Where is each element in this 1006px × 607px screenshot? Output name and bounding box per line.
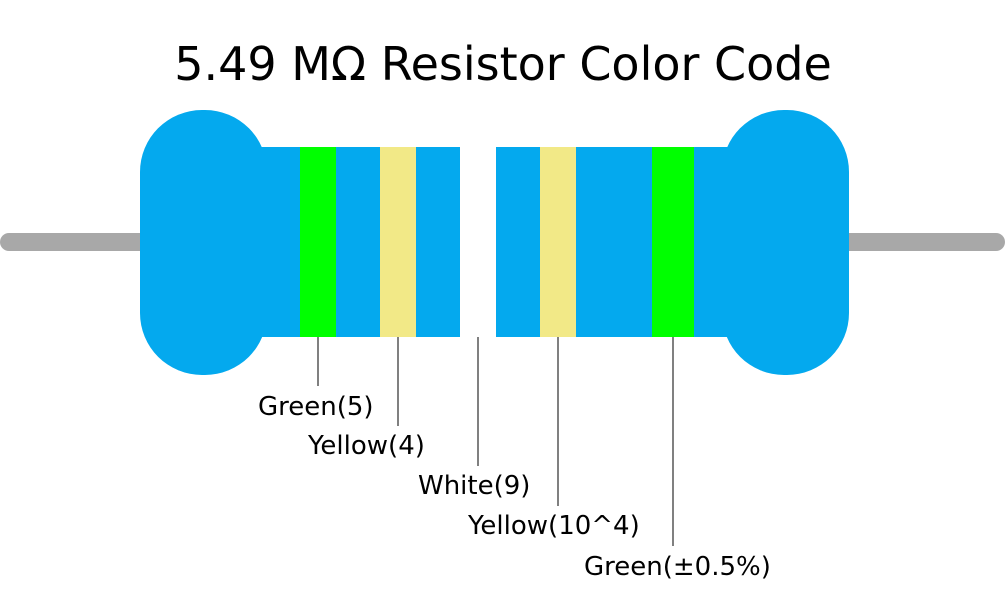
left-cap bbox=[140, 110, 267, 375]
right-cap bbox=[722, 110, 849, 375]
band-label: Yellow(4) bbox=[307, 431, 425, 461]
band bbox=[380, 147, 416, 337]
band bbox=[460, 147, 496, 337]
bands: Green(5) Yellow(4) White(9) Yellow(10^4) Gre… bbox=[258, 147, 771, 582]
band-label: Green(±0.5%) bbox=[584, 552, 771, 582]
band bbox=[540, 147, 576, 337]
band-label: Green(5) bbox=[258, 392, 374, 422]
band-label: Yellow(10^4) bbox=[467, 511, 640, 541]
band-label: White(9) bbox=[418, 471, 530, 501]
band bbox=[300, 147, 336, 337]
band bbox=[652, 147, 694, 337]
title: 5.49 MΩ Resistor Color Code bbox=[174, 37, 832, 91]
